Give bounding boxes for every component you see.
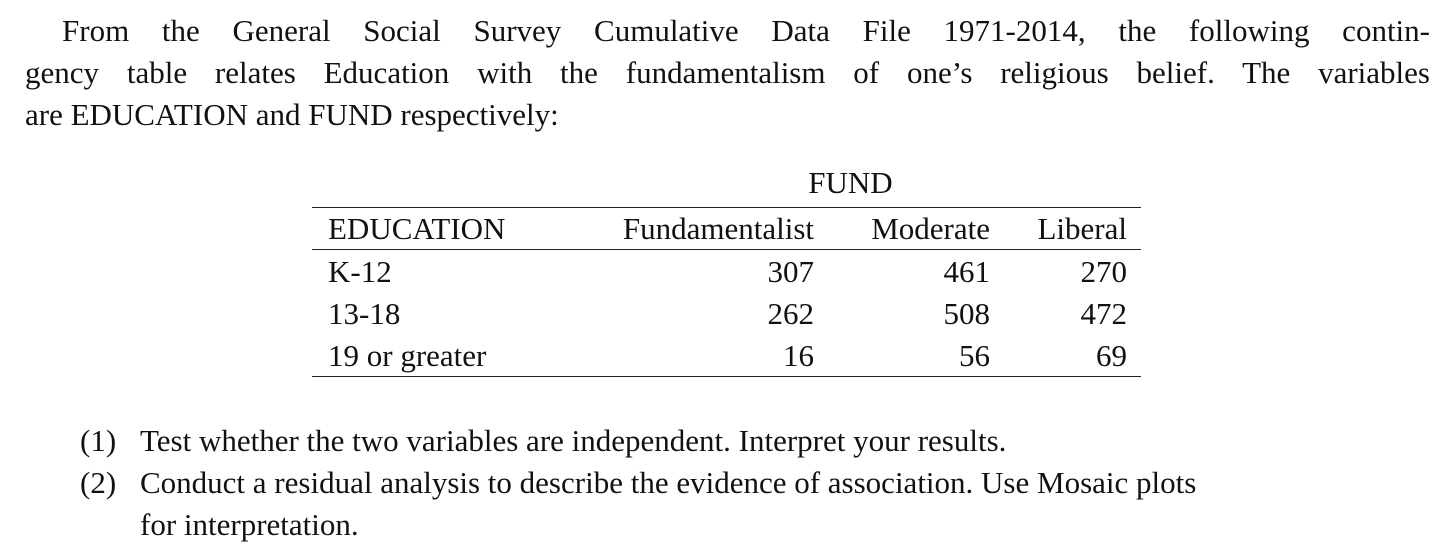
question-text: Conduct a residual analysis to describe …: [140, 465, 1197, 500]
table-row: 19 or greater 16 56 69: [312, 334, 1141, 377]
count-cell: 461: [943, 253, 991, 289]
table-caption: FUND: [808, 165, 893, 200]
row-label: 13-18: [328, 295, 401, 331]
header-row: EDUCATION Fundamentalist Moderate Liberal: [312, 207, 1141, 250]
row-label: K-12: [328, 253, 392, 289]
paragraph-line: gency table relates Education with the f…: [25, 55, 1430, 90]
count-cell: 16: [783, 337, 814, 373]
table-row: 13-18 262 508 472: [312, 292, 1141, 334]
header-cell: Moderate: [871, 211, 990, 246]
count-cell: 307: [767, 253, 815, 289]
count-cell: 508: [943, 295, 991, 331]
paragraph-line: are EDUCATION and FUND respectively:: [25, 97, 559, 132]
question-number: (1): [80, 423, 117, 458]
count-cell: 69: [1096, 337, 1127, 373]
question-text: for interpretation.: [140, 507, 359, 542]
header-cell: EDUCATION: [328, 211, 506, 246]
count-cell: 270: [1080, 253, 1128, 289]
count-cell: 262: [767, 295, 815, 331]
header-cell: Fundamentalist: [622, 211, 814, 246]
count-cell: 472: [1080, 295, 1128, 331]
count-cell: 56: [959, 337, 990, 373]
contingency-table: EDUCATION Fundamentalist Moderate Liberal K…: [312, 207, 1141, 377]
paragraph-line: From the General Social Survey Cumulativ…: [62, 13, 1430, 48]
header-cell: Liberal: [1037, 211, 1127, 246]
question-text: Test whether the two variables are indep…: [140, 423, 1007, 458]
question-number: (2): [80, 465, 117, 500]
row-label: 19 or greater: [328, 337, 487, 373]
table-row: K-12 307 461 270: [312, 250, 1141, 293]
